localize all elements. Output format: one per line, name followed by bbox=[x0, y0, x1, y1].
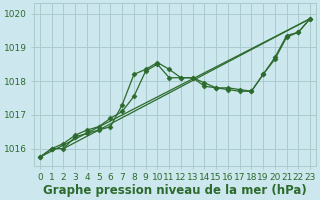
X-axis label: Graphe pression niveau de la mer (hPa): Graphe pression niveau de la mer (hPa) bbox=[43, 184, 307, 197]
